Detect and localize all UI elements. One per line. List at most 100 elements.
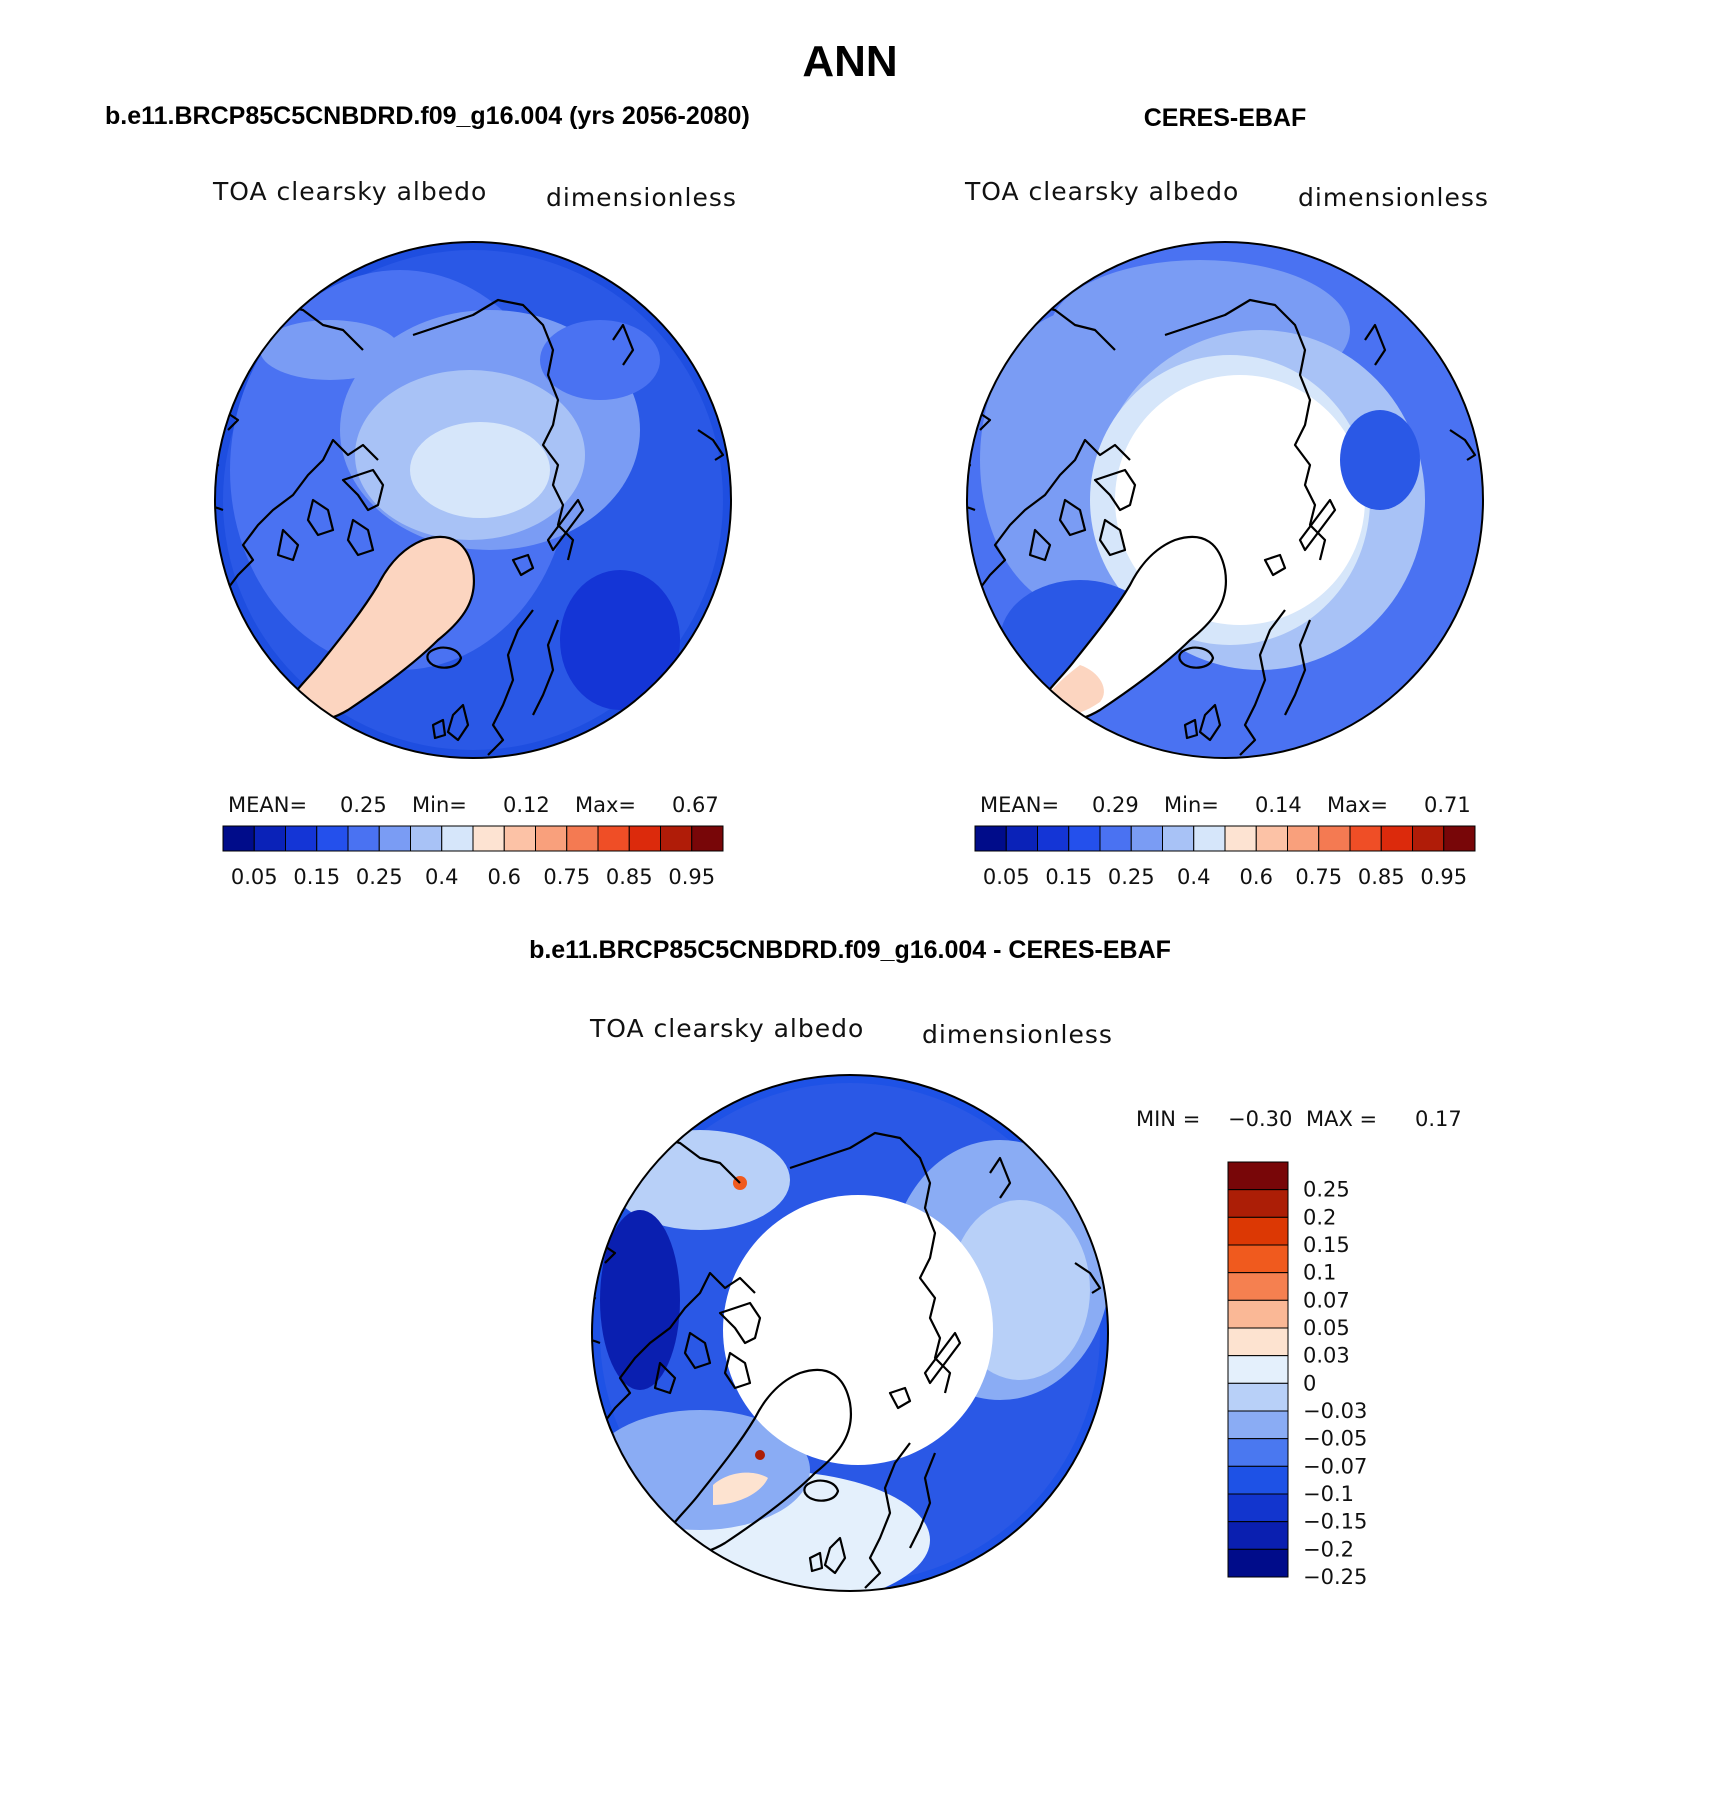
min-label-obs: Min= xyxy=(1164,793,1219,817)
colorbar-diff-tick-label: −0.1 xyxy=(1303,1482,1354,1506)
colorbar-diff-tick-label: 0 xyxy=(1303,1371,1316,1395)
colorbar-diff-swatch xyxy=(1227,1299,1289,1329)
colorbar-diff-tick-label: 0.25 xyxy=(1303,1178,1350,1202)
colorbar-diff-swatch xyxy=(1227,1244,1289,1274)
colorbar-diff-tick-label: 0.05 xyxy=(1303,1316,1350,1340)
colorbar-model: 0.05 0.15 0.25 0.4 0.6 0.75 0.85 0.95 xyxy=(222,825,724,889)
colorbar-model-swatch xyxy=(660,825,693,852)
colorbar-model-swatch xyxy=(503,825,536,852)
colorbar-diff-tick-label: −0.25 xyxy=(1303,1565,1367,1589)
map-border-diff xyxy=(591,1074,1109,1592)
colorbar-obs-swatch xyxy=(1380,825,1413,852)
min-label-diff: MIN = xyxy=(1136,1107,1200,1131)
max-value-obs: 0.71 xyxy=(1424,793,1471,817)
colorbar-diff-tick-label: 0.15 xyxy=(1303,1233,1350,1257)
colorbar-diff-swatch xyxy=(1227,1465,1289,1495)
polar-map-diff xyxy=(592,1075,1108,1591)
colorbar-obs: 0.05 0.15 0.25 0.4 0.6 0.75 0.85 0.95 xyxy=(974,825,1476,889)
colorbar-obs-swatch xyxy=(1162,825,1195,852)
colorbar-model-swatch xyxy=(597,825,630,852)
colorbar-diff-swatch xyxy=(1227,1272,1289,1301)
colorbar-diff: 0.25 0.2 0.15 0.1 0.07 0.05 0.03 0 −0.03 −0.05 −0.… xyxy=(1227,1161,1367,1589)
colorbar-obs-swatch xyxy=(1287,825,1320,852)
colorbar-diff-tick-label: −0.2 xyxy=(1303,1537,1354,1561)
min-label-model: Min= xyxy=(412,793,467,817)
colorbar-diff-tick-label: 0.1 xyxy=(1303,1261,1336,1285)
colorbar-model-tick-label: 0.4 xyxy=(425,865,458,889)
stats-line-diff: MIN = −0.30 MAX = 0.17 xyxy=(1136,1107,1462,1131)
colorbar-model-swatch xyxy=(691,825,724,852)
colorbar-diff-swatch xyxy=(1227,1189,1289,1218)
max-label-model: Max= xyxy=(575,793,636,817)
max-label-diff: MAX = xyxy=(1306,1107,1377,1131)
min-value-diff: −0.30 xyxy=(1228,1107,1292,1131)
stats-line-obs: MEAN= 0.29 Min= 0.14 Max= 0.71 xyxy=(980,793,1471,817)
colorbar-diff-swatch xyxy=(1227,1327,1289,1357)
colorbar-obs-swatch xyxy=(974,825,1007,852)
colorbar-diff-tick-label: −0.03 xyxy=(1303,1399,1367,1423)
colorbar-obs-swatch xyxy=(1349,825,1382,852)
mean-value-model: 0.25 xyxy=(340,793,387,817)
colorbar-model-tick-label: 0.95 xyxy=(668,865,715,889)
polar-map-obs xyxy=(967,242,1483,758)
panel-diff: b.e11.BRCP85C5CNBDRD.f09_g16.004 - CERES… xyxy=(529,936,1462,1592)
colorbar-diff-swatch xyxy=(1227,1161,1289,1191)
map-border-model xyxy=(214,241,732,759)
colorbar-obs-swatch xyxy=(1005,825,1038,852)
colorbar-diff-swatch xyxy=(1227,1382,1289,1412)
colorbar-model-swatch xyxy=(253,825,286,852)
min-value-model: 0.12 xyxy=(503,793,550,817)
colorbar-model-swatch xyxy=(441,825,474,852)
colorbar-diff-swatch xyxy=(1227,1438,1289,1467)
colorbar-diff-tick-label: 0.07 xyxy=(1303,1288,1350,1312)
mean-label-obs: MEAN= xyxy=(980,793,1059,817)
colorbar-obs-swatch xyxy=(1193,825,1226,852)
colorbar-obs-tick-label: 0.4 xyxy=(1177,865,1210,889)
figure-title: ANN xyxy=(802,37,897,86)
variable-label-model: TOA clearsky albedo xyxy=(212,177,487,206)
colorbar-diff-swatch xyxy=(1227,1216,1289,1246)
colorbar-diff-tick-label: −0.15 xyxy=(1303,1510,1367,1534)
colorbar-diff-swatch xyxy=(1227,1493,1289,1523)
panel-heading-model: b.e11.BRCP85C5CNBDRD.f09_g16.004 (yrs 20… xyxy=(105,102,750,130)
colorbar-diff-tick-label: 0.03 xyxy=(1303,1344,1350,1368)
units-label-model: dimensionless xyxy=(546,183,737,212)
colorbar-obs-tick-label: 0.85 xyxy=(1358,865,1405,889)
map-border-obs xyxy=(966,241,1484,759)
colorbar-model-swatch xyxy=(222,825,255,852)
units-label-diff: dimensionless xyxy=(922,1020,1113,1049)
colorbar-diff-tick-label: −0.05 xyxy=(1303,1427,1367,1451)
colorbar-diff-swatch xyxy=(1227,1521,1289,1550)
colorbar-obs-swatch xyxy=(1068,825,1101,852)
variable-label-diff: TOA clearsky albedo xyxy=(589,1014,864,1043)
colorbar-model-tick-label: 0.05 xyxy=(231,865,278,889)
units-label-obs: dimensionless xyxy=(1298,183,1489,212)
colorbar-model-swatch xyxy=(316,825,349,852)
colorbar-model-tick-label: 0.6 xyxy=(488,865,521,889)
colorbar-obs-swatch xyxy=(1318,825,1351,852)
colorbar-model-swatch xyxy=(566,825,599,852)
colorbar-obs-tick-label: 0.25 xyxy=(1108,865,1155,889)
max-label-obs: Max= xyxy=(1327,793,1388,817)
colorbar-model-tick-label: 0.25 xyxy=(356,865,403,889)
colorbar-model-swatch xyxy=(285,825,318,852)
colorbar-obs-swatch xyxy=(1443,825,1476,852)
min-value-obs: 0.14 xyxy=(1255,793,1302,817)
colorbar-obs-swatch xyxy=(1224,825,1257,852)
colorbar-obs-tick-label: 0.75 xyxy=(1295,865,1342,889)
mean-label-model: MEAN= xyxy=(228,793,307,817)
panel-obs: CERES-EBAF TOA clearsky albedo dimension… xyxy=(964,104,1489,889)
max-value-model: 0.67 xyxy=(672,793,719,817)
variable-label-obs: TOA clearsky albedo xyxy=(964,177,1239,206)
colorbar-model-swatch xyxy=(472,825,505,852)
stats-line-model: MEAN= 0.25 Min= 0.12 Max= 0.67 xyxy=(228,793,719,817)
colorbar-model-swatch xyxy=(347,825,380,852)
colorbar-obs-tick-label: 0.15 xyxy=(1045,865,1092,889)
colorbar-model-swatch xyxy=(410,825,443,852)
colorbar-model-swatch xyxy=(378,825,411,852)
mean-value-obs: 0.29 xyxy=(1092,793,1139,817)
max-value-diff: 0.17 xyxy=(1415,1107,1462,1131)
colorbar-model-tick-label: 0.15 xyxy=(293,865,340,889)
panel-model: b.e11.BRCP85C5CNBDRD.f09_g16.004 (yrs 20… xyxy=(105,102,750,889)
colorbar-model-swatch xyxy=(535,825,568,852)
